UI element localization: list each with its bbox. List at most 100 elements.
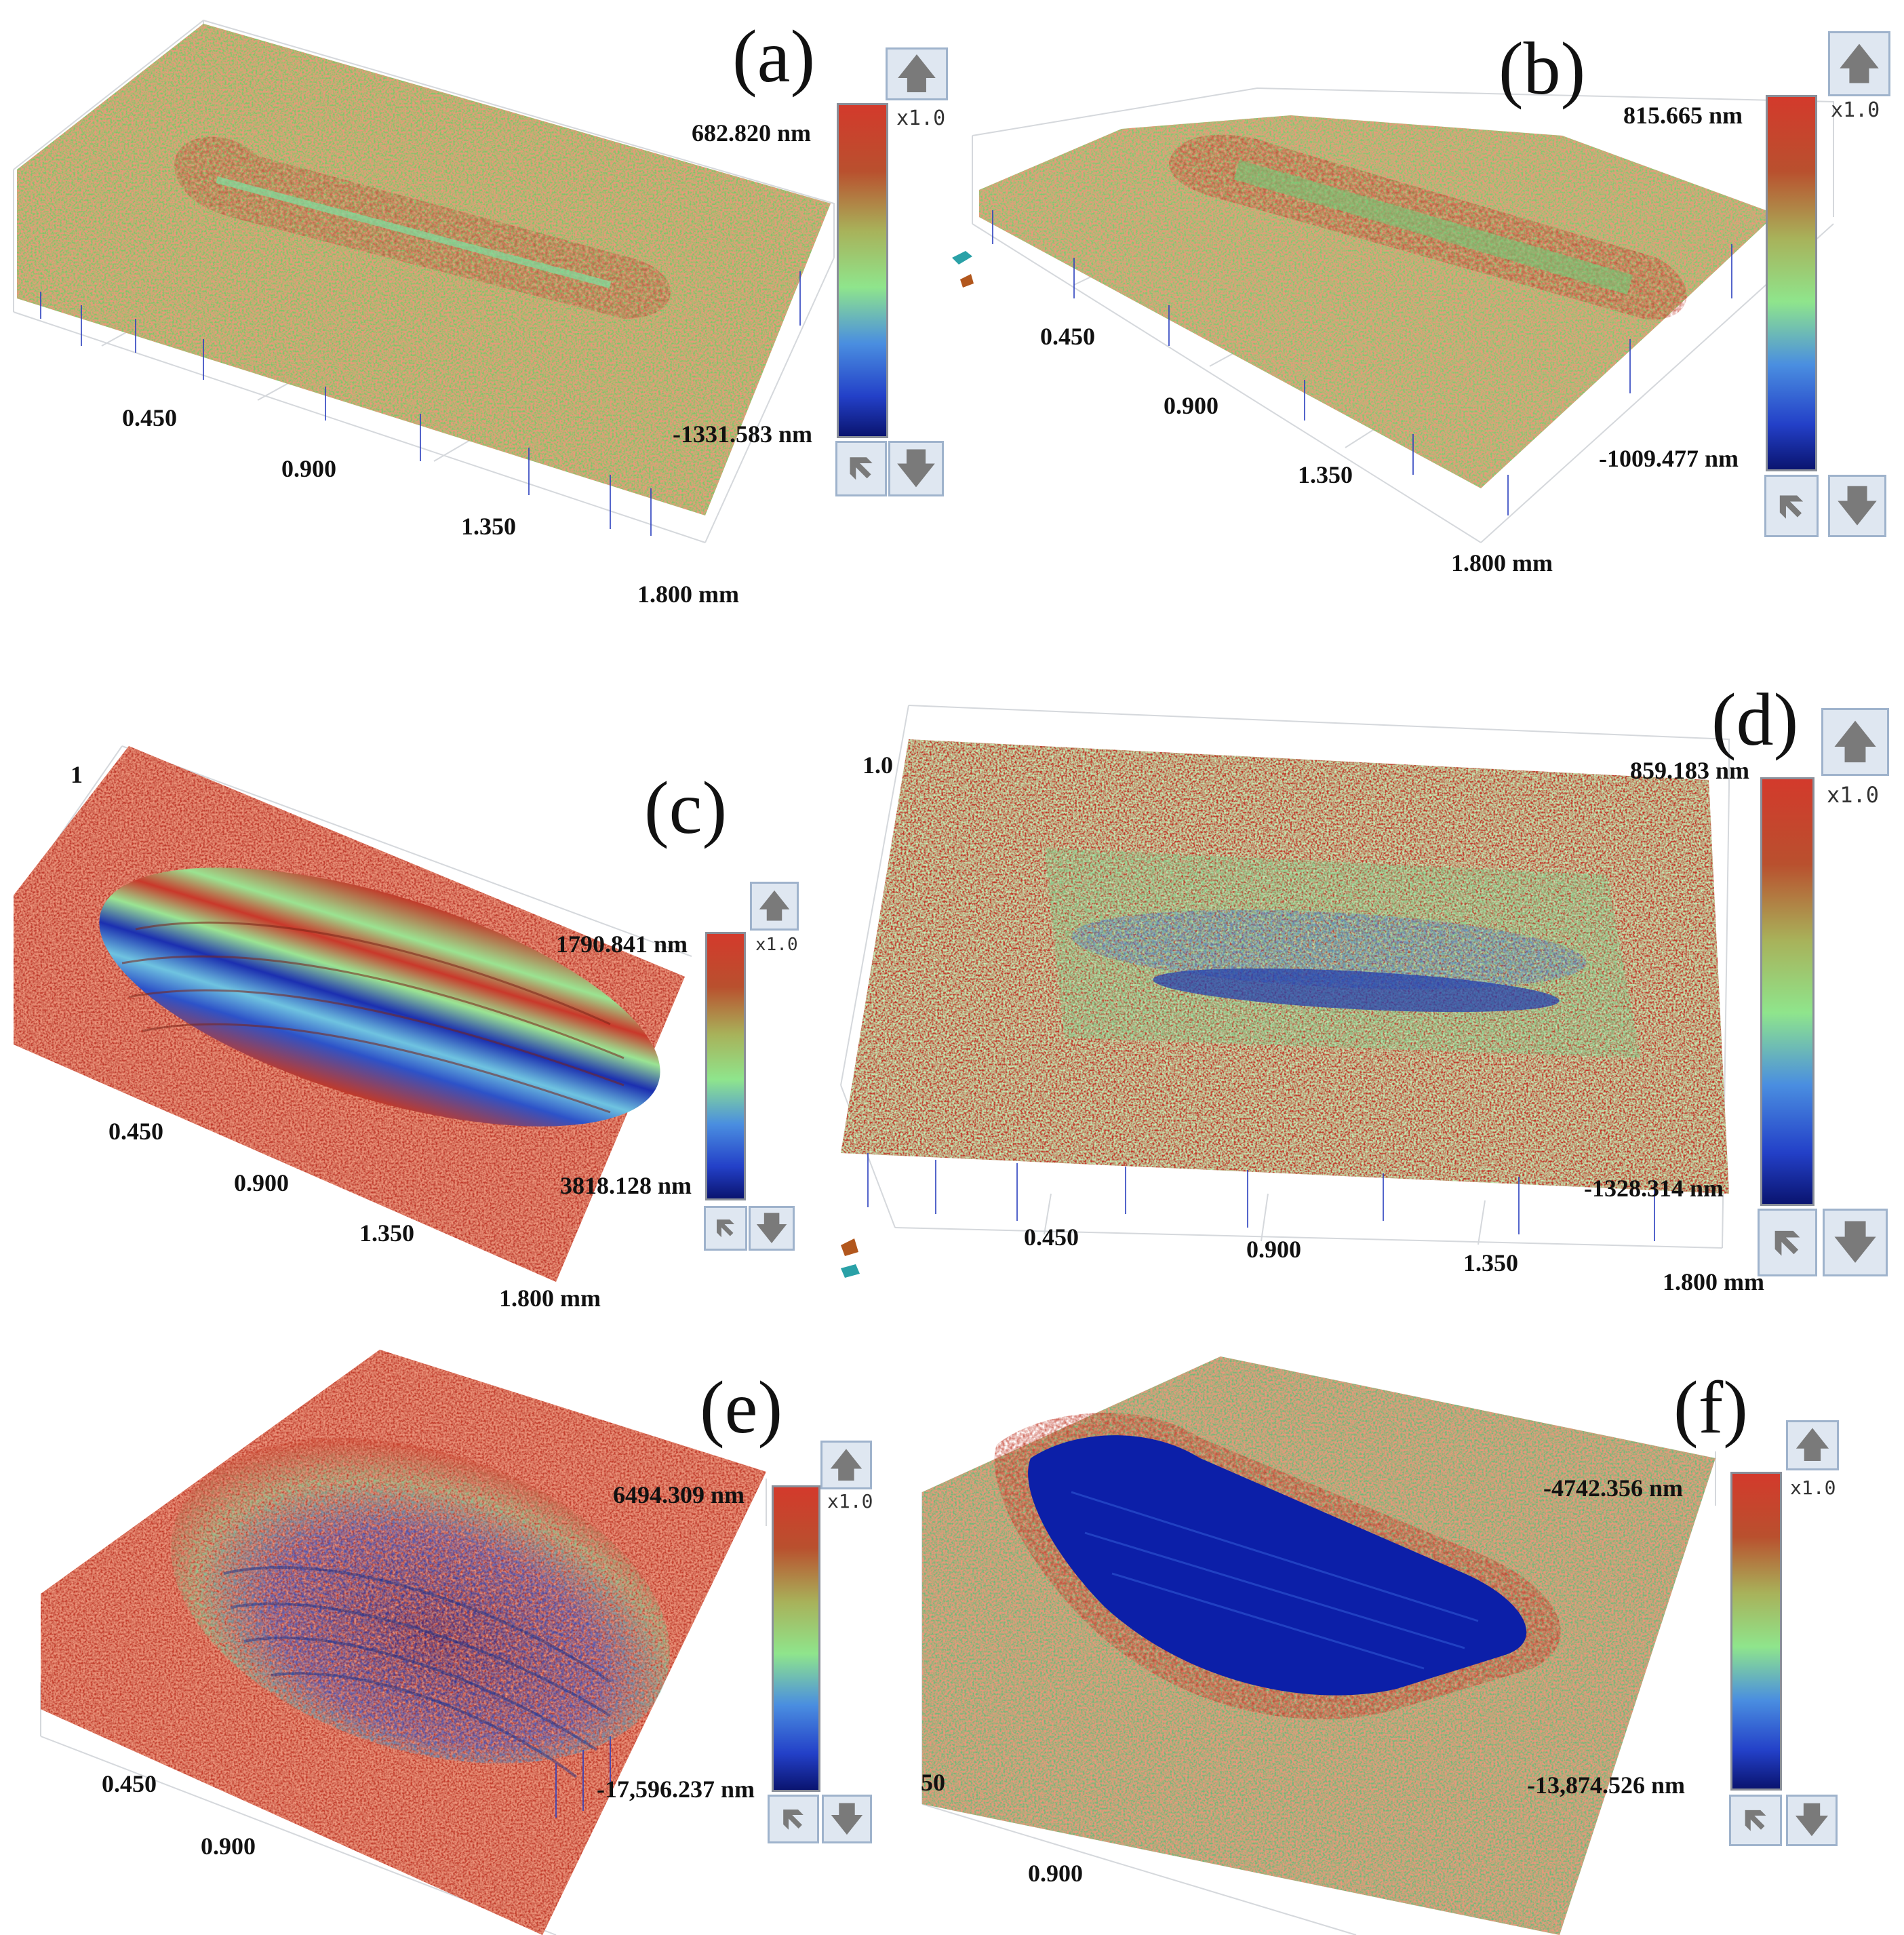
arrow-up-icon: 🡅 (1838, 39, 1881, 88)
scale-up-button[interactable]: 🡅 (1821, 708, 1889, 776)
scale-down-button[interactable]: 🡇 (1828, 475, 1886, 537)
axis-tick: 0.450 (102, 1770, 157, 1797)
axis-tick: 0.900 (234, 1169, 289, 1196)
colorbar-min: -1009.477 nm (1599, 445, 1739, 472)
scale-up-button[interactable]: 🡅 (820, 1441, 872, 1489)
reset-view-icon: 🡼 (715, 1211, 736, 1245)
colorbar-min: -1328.314 nm (1584, 1175, 1724, 1202)
colorbar (772, 1485, 820, 1792)
colorbar-min: -17,596.237 nm (597, 1776, 755, 1803)
colorbar-scale: x1.0 (896, 106, 946, 130)
arrow-down-icon: 🡇 (1832, 1216, 1878, 1268)
colorbar (1766, 95, 1817, 471)
colorbar-scale: x1.0 (1831, 98, 1880, 122)
reset-view-button[interactable]: 🡼 (1764, 475, 1819, 537)
axis-tick: 1.800 mm (499, 1285, 601, 1312)
surface-plot-d (840, 705, 1730, 1278)
arrow-up-icon: 🡅 (1794, 1425, 1831, 1466)
axis-tick: 0.900 (281, 455, 336, 482)
arrow-up-icon: 🡅 (1832, 716, 1878, 768)
colorbar-max: -4742.356 nm (1543, 1474, 1683, 1502)
axis-cube-icon (841, 1238, 860, 1278)
reset-view-icon: 🡼 (1777, 483, 1806, 529)
scale-down-button[interactable]: 🡇 (749, 1206, 795, 1251)
reset-view-button[interactable]: 🡼 (1729, 1795, 1782, 1846)
reset-view-icon: 🡼 (1772, 1217, 1802, 1267)
arrow-up-icon: 🡅 (757, 887, 791, 925)
scale-down-button[interactable]: 🡇 (1786, 1795, 1838, 1846)
arrow-up-icon: 🡅 (896, 50, 938, 98)
arrow-down-icon: 🡇 (895, 445, 937, 492)
panel-b: (b) 0.450 0.900 1.350 1.800 mm 815.665 n… (952, 0, 1904, 610)
axis-tick: 0.450 (122, 404, 177, 431)
scale-up-button[interactable]: 🡅 (1828, 31, 1890, 96)
panel-label: (c) (644, 766, 728, 849)
colorbar-min: -13,874.526 nm (1527, 1772, 1685, 1799)
colorbar-scale: x1.0 (1790, 1477, 1836, 1499)
axis-corner-label: 1 (71, 761, 83, 788)
panel-label: (f) (1673, 1366, 1748, 1449)
scale-up-button[interactable]: 🡅 (1786, 1420, 1839, 1470)
colorbar-max: 1790.841 nm (556, 931, 688, 958)
colorbar (1760, 777, 1814, 1206)
axis-tick: 1.350 (1298, 461, 1353, 488)
colorbar-max: 682.820 nm (692, 119, 812, 146)
panel-label: (b) (1499, 27, 1586, 110)
arrow-up-icon: 🡅 (829, 1445, 864, 1485)
surface-plot-c (13, 745, 692, 1282)
panel-label: (e) (700, 1366, 783, 1449)
scale-down-button[interactable]: 🡇 (888, 441, 944, 496)
scale-up-button[interactable]: 🡅 (750, 882, 799, 931)
reset-view-icon: 🡼 (848, 446, 875, 490)
axis-tick: 0.450 (1024, 1224, 1079, 1251)
axis-corner-label: 50 (921, 1769, 945, 1796)
colorbar-max: 859.183 nm (1630, 757, 1750, 784)
scale-down-button[interactable]: 🡇 (822, 1795, 872, 1843)
panel-a: (a) 0.450 0.900 1.350 1.800 mm 682.820 n… (0, 0, 952, 610)
axis-tick: 1.350 (461, 513, 516, 540)
arrow-down-icon: 🡇 (1836, 481, 1879, 530)
colorbar-max: 6494.309 nm (613, 1481, 745, 1508)
axis-tick: 0.900 (201, 1833, 256, 1860)
arrow-down-icon: 🡇 (829, 1799, 865, 1839)
axis-tick: 0.900 (1246, 1236, 1301, 1263)
colorbar (837, 103, 888, 438)
colorbar (705, 932, 746, 1200)
reset-view-icon: 🡼 (1743, 1800, 1768, 1841)
panel-f: 50 (f) 0.900 -4742.356 nm -13,874.526 nm… (881, 1329, 1904, 1935)
axis-tick: 1.350 (1463, 1249, 1518, 1276)
panel-label: (a) (732, 15, 816, 98)
colorbar-scale: x1.0 (755, 935, 798, 955)
reset-view-button[interactable]: 🡼 (768, 1795, 819, 1843)
colorbar (1730, 1472, 1782, 1791)
axis-tick: 0.450 (1040, 323, 1095, 350)
colorbar-scale: x1.0 (1827, 782, 1880, 808)
axis-tick: 0.900 (1164, 392, 1218, 419)
colorbar-max: 815.665 nm (1623, 102, 1743, 129)
scale-down-button[interactable]: 🡇 (1823, 1209, 1888, 1276)
surface-plot-b (952, 87, 1834, 543)
axis-tick: 1.800 mm (1663, 1268, 1764, 1295)
reset-view-button[interactable]: 🡼 (1758, 1209, 1817, 1276)
colorbar-min: 3818.128 nm (560, 1172, 692, 1199)
axis-cube-icon (952, 251, 974, 288)
axis-tick: 1.350 (359, 1219, 414, 1247)
arrow-down-icon: 🡇 (755, 1209, 789, 1247)
panel-e: (e) 0.450 0.900 6494.309 nm -17,596.237 … (0, 1329, 881, 1935)
surface-plot-f (921, 1356, 1716, 1935)
scale-up-button[interactable]: 🡅 (886, 47, 948, 100)
reset-view-button[interactable]: 🡼 (835, 441, 887, 496)
axis-tick: 0.900 (1028, 1860, 1083, 1887)
panel-c: 1 (c) 0.450 0.900 1.350 1.800 mm 1790.84… (0, 678, 841, 1329)
colorbar-min: -1331.583 nm (673, 421, 812, 448)
axis-corner-label: 1.0 (862, 751, 893, 779)
reset-view-button[interactable]: 🡼 (704, 1206, 747, 1251)
surface-plot-a (13, 19, 835, 543)
panel-label: (d) (1711, 678, 1799, 761)
panel-d: 1.0 (d) 0.450 0.900 1.350 1.800 mm 859.1… (840, 678, 1904, 1329)
surface-plot-e (40, 1350, 767, 1935)
axis-tick: 1.800 mm (637, 581, 739, 608)
reset-view-icon: 🡼 (781, 1799, 806, 1839)
axis-tick: 1.800 mm (1451, 549, 1553, 576)
colorbar-scale: x1.0 (827, 1490, 873, 1512)
